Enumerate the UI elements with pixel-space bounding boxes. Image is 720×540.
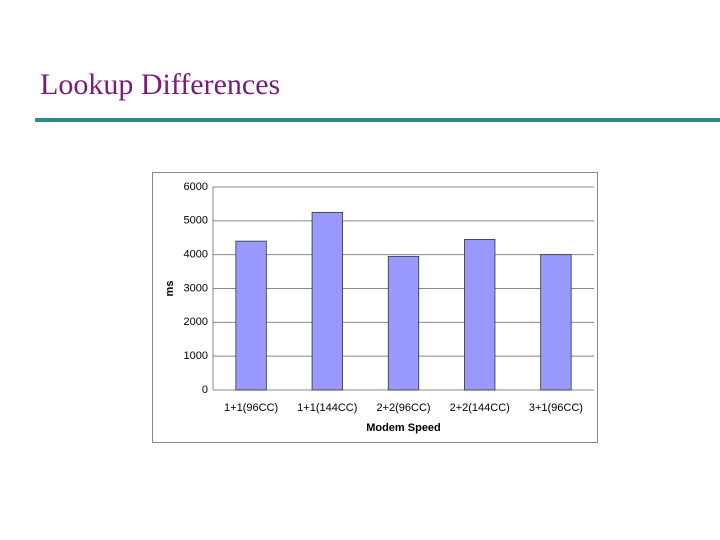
x-tick-label: 2+2(96CC) xyxy=(376,402,430,414)
title-rule xyxy=(35,118,720,122)
y-tick-label: 3000 xyxy=(184,282,208,294)
y-tick-label: 0 xyxy=(202,384,208,396)
x-tick-label: 2+2(144CC) xyxy=(450,402,510,414)
slide-title: Lookup Differences xyxy=(40,68,280,101)
chart-frame xyxy=(152,172,598,443)
y-tick-label: 2000 xyxy=(184,316,208,328)
bar xyxy=(235,240,267,391)
y-tick-label: 5000 xyxy=(184,215,208,227)
x-tick-label: 3+1(96CC) xyxy=(529,402,583,414)
x-tick-label: 1+1(96CC) xyxy=(224,402,278,414)
x-tick-label: 1+1(144CC) xyxy=(297,402,357,414)
bar xyxy=(311,211,343,391)
chart: 0 1000 2000 3000 4000 5000 6000 1+1(96CC) 1+1(14… xyxy=(164,181,594,434)
y-tick-label: 1000 xyxy=(184,350,208,362)
bar xyxy=(540,254,572,391)
y-tick-label: 4000 xyxy=(184,249,208,261)
y-tick-label: 6000 xyxy=(184,181,208,193)
y-axis-title: ms xyxy=(164,281,176,297)
x-axis-title: Modem Speed xyxy=(366,422,441,434)
bar xyxy=(464,239,496,391)
bar xyxy=(387,255,420,391)
